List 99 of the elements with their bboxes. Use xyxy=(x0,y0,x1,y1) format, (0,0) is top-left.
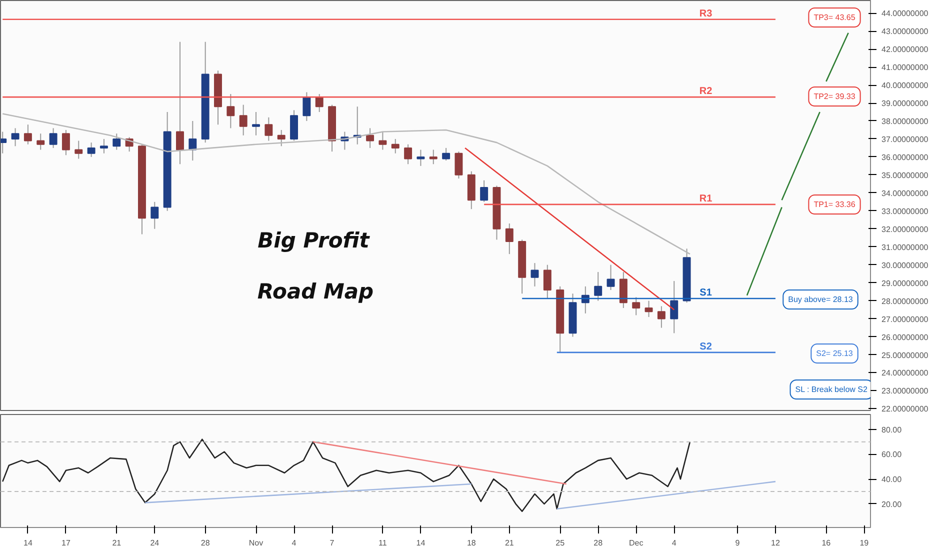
y-tick-label: 27.00000000 xyxy=(882,314,929,324)
y-tick-label: 40.00000000 xyxy=(882,81,929,90)
x-tick-label: 16 xyxy=(822,538,832,548)
series-label: R2 xyxy=(699,86,713,98)
annotation: TP3= 43.65 xyxy=(814,13,856,22)
y-tick-label: 38.00000000 xyxy=(882,116,929,126)
candlestick xyxy=(74,140,83,160)
y-tick-label: 39.00000000 xyxy=(882,99,929,108)
candlestick xyxy=(404,144,412,165)
candlestick xyxy=(378,131,387,150)
x-tick-label: 19 xyxy=(860,538,870,548)
candlestick xyxy=(366,128,374,148)
candlestick xyxy=(49,128,58,148)
candlestick xyxy=(188,120,197,162)
annotation: S2= 25.13 xyxy=(816,349,854,358)
x-tick-label: 11 xyxy=(378,538,388,548)
candlestick xyxy=(632,296,640,316)
x-tick-label: 21 xyxy=(504,538,514,548)
y-tick-label: 44.00000000 xyxy=(882,9,929,18)
candlestick xyxy=(594,272,602,302)
candlestick xyxy=(480,180,488,202)
x-tick-label: Nov xyxy=(248,538,264,548)
y-tick-label: 25.00000000 xyxy=(882,350,929,360)
y-tick-label: 32.00000000 xyxy=(882,224,929,234)
candlestick xyxy=(530,262,539,287)
x-tick-label: 4 xyxy=(292,538,297,548)
x-tick-label: 25 xyxy=(556,538,566,548)
candlestick xyxy=(112,133,121,150)
candlestick xyxy=(11,128,20,147)
candlestick xyxy=(36,133,45,150)
y-tick-label: 80.00 xyxy=(882,425,902,434)
annotation: TP2= 39.33 xyxy=(814,92,856,101)
y-tick-label: 40.00 xyxy=(882,475,902,484)
y-tick-label: 31.00000000 xyxy=(882,242,929,252)
candlestick xyxy=(644,300,653,318)
candlestick xyxy=(239,104,248,136)
y-tick-label: 24.00000000 xyxy=(882,368,929,378)
candlestick xyxy=(302,92,311,122)
x-tick-label: 24 xyxy=(150,538,160,548)
candlestick xyxy=(670,280,678,334)
y-tick-label: 26.00000000 xyxy=(882,332,929,342)
y-tick-label: 30.00000000 xyxy=(882,260,929,270)
candlestick xyxy=(543,264,552,300)
y-tick-label: 33.00000000 xyxy=(882,206,929,216)
candlestick xyxy=(657,306,666,328)
annotation: TP1= 33.36 xyxy=(814,200,856,209)
x-tick-label: 14 xyxy=(416,538,426,548)
y-tick-label: 42.00000000 xyxy=(882,45,929,54)
candlestick xyxy=(454,151,463,180)
x-tick-label: 21 xyxy=(112,538,122,548)
candlestick xyxy=(226,94,235,129)
candlestick xyxy=(277,129,286,147)
x-tick-label: 14 xyxy=(24,538,33,548)
candlestick xyxy=(87,142,96,158)
y-tick-label: 20.00 xyxy=(882,500,902,509)
candlestick xyxy=(150,201,159,230)
y-tick-label: 36.00000000 xyxy=(882,152,929,162)
annotation: Road Map xyxy=(257,280,374,304)
y-tick-label: 22.00000000 xyxy=(882,404,929,414)
candlestick xyxy=(100,138,108,154)
annotation: Buy above= 28.13 xyxy=(788,295,854,304)
y-tick-label: 23.00000000 xyxy=(882,386,929,396)
x-tick-label: 7 xyxy=(330,538,335,548)
candlestick xyxy=(416,149,425,166)
x-tick-label: 28 xyxy=(200,538,210,548)
y-tick-label: 34.00000000 xyxy=(882,188,929,198)
candlestick xyxy=(24,124,32,145)
x-tick-label: 12 xyxy=(771,538,780,548)
series-label: R1 xyxy=(699,193,713,204)
x-tick-label: 9 xyxy=(735,538,740,548)
candlestick xyxy=(619,272,628,308)
annotation: SL : Break below S2 xyxy=(795,385,868,394)
candlestick xyxy=(606,264,615,291)
series-label: S1 xyxy=(700,287,712,298)
candlestick xyxy=(442,147,450,162)
candlestick xyxy=(315,94,324,112)
x-tick-label: 17 xyxy=(62,538,71,548)
candlestick xyxy=(264,116,273,142)
y-tick-label: 28.00000000 xyxy=(882,296,929,306)
x-tick-label: Dec xyxy=(628,538,644,548)
annotation: Big Profit xyxy=(258,228,370,252)
y-tick-label: 60.00 xyxy=(882,450,902,460)
series-label: R3 xyxy=(699,8,713,20)
candlestick xyxy=(252,111,260,136)
candlestick xyxy=(62,129,70,156)
x-tick-label: 18 xyxy=(466,538,476,548)
y-tick-label: 41.00000000 xyxy=(882,63,929,72)
y-tick-label: 37.00000000 xyxy=(882,134,929,144)
y-tick-label: 43.00000000 xyxy=(882,27,929,36)
candlestick xyxy=(505,222,514,255)
x-tick-label: 4 xyxy=(672,538,677,548)
y-tick-label: 29.00000000 xyxy=(882,278,929,288)
y-tick-label: 35.00000000 xyxy=(882,170,929,180)
x-tick-label: 28 xyxy=(594,538,604,548)
candlestick xyxy=(391,138,400,154)
candlestick xyxy=(290,110,298,142)
candlestick xyxy=(176,41,184,165)
series-label: S2 xyxy=(700,341,712,352)
candlestick xyxy=(429,149,438,165)
